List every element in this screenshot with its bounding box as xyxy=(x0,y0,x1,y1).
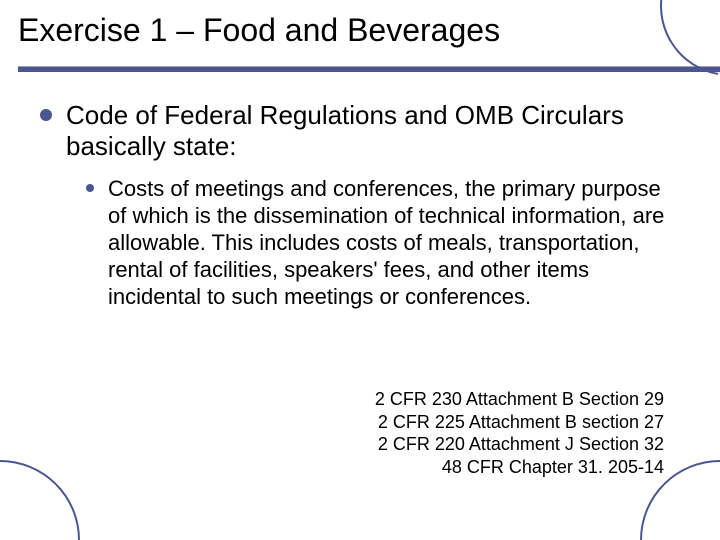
bullet-level2: Costs of meetings and conferences, the p… xyxy=(86,176,680,310)
bullet-level1: Code of Federal Regulations and OMB Circ… xyxy=(40,100,680,162)
slide-title: Exercise 1 – Food and Beverages xyxy=(18,12,702,59)
bullet-icon xyxy=(40,109,52,121)
decorative-arc-icon xyxy=(0,427,113,540)
slide: Exercise 1 – Food and Beverages Code of … xyxy=(0,0,720,540)
title-area: Exercise 1 – Food and Beverages xyxy=(18,12,702,59)
body-content: Code of Federal Regulations and OMB Circ… xyxy=(40,100,680,311)
bullet-icon xyxy=(86,184,94,192)
reference-line: 2 CFR 220 Attachment J Section 32 xyxy=(375,433,664,456)
reference-line: 48 CFR Chapter 31. 205-14 xyxy=(375,456,664,479)
bullet-level1-text: Code of Federal Regulations and OMB Circ… xyxy=(66,100,680,162)
reference-line: 2 CFR 230 Attachment B Section 29 xyxy=(375,388,664,411)
title-underline xyxy=(18,66,720,72)
reference-line: 2 CFR 225 Attachment B section 27 xyxy=(375,411,664,434)
bullet-level2-text: Costs of meetings and conferences, the p… xyxy=(108,176,680,310)
references-block: 2 CFR 230 Attachment B Section 29 2 CFR … xyxy=(375,388,664,478)
